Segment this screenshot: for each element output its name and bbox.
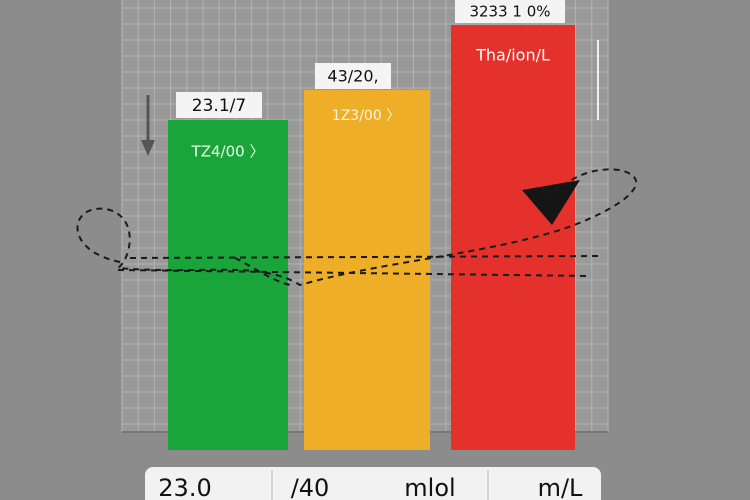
footer-bar — [145, 467, 601, 500]
bar-inner-text: Tha/ion/L — [475, 46, 550, 65]
green-bar — [168, 120, 288, 450]
dashed-line — [117, 269, 591, 277]
yellow-bar — [304, 90, 430, 450]
label-box — [455, 0, 565, 23]
arrowhead — [141, 140, 155, 156]
label-box — [315, 63, 391, 89]
footer-text: m/L — [538, 474, 583, 500]
bar-inner-text: TZ4/00 〉 — [191, 143, 265, 161]
arrowhead — [522, 180, 580, 225]
footer-text: /40 — [291, 474, 330, 500]
dashed-line — [129, 255, 601, 259]
bar-label: 23.1/7 — [192, 96, 246, 116]
red-bar — [451, 25, 575, 450]
dashed-curves — [76, 168, 637, 287]
bar-label: 43/20, — [327, 67, 378, 86]
footer-text: 23.0 — [158, 474, 211, 500]
bar-label: 3233 1 0% — [469, 3, 550, 21]
dashed-curve — [234, 257, 291, 286]
bar-inner-text: 1Z3/00 〉 — [332, 108, 400, 124]
footer-text: mlol — [404, 474, 455, 500]
label-box — [176, 92, 262, 118]
dashed-curve — [76, 168, 637, 287]
